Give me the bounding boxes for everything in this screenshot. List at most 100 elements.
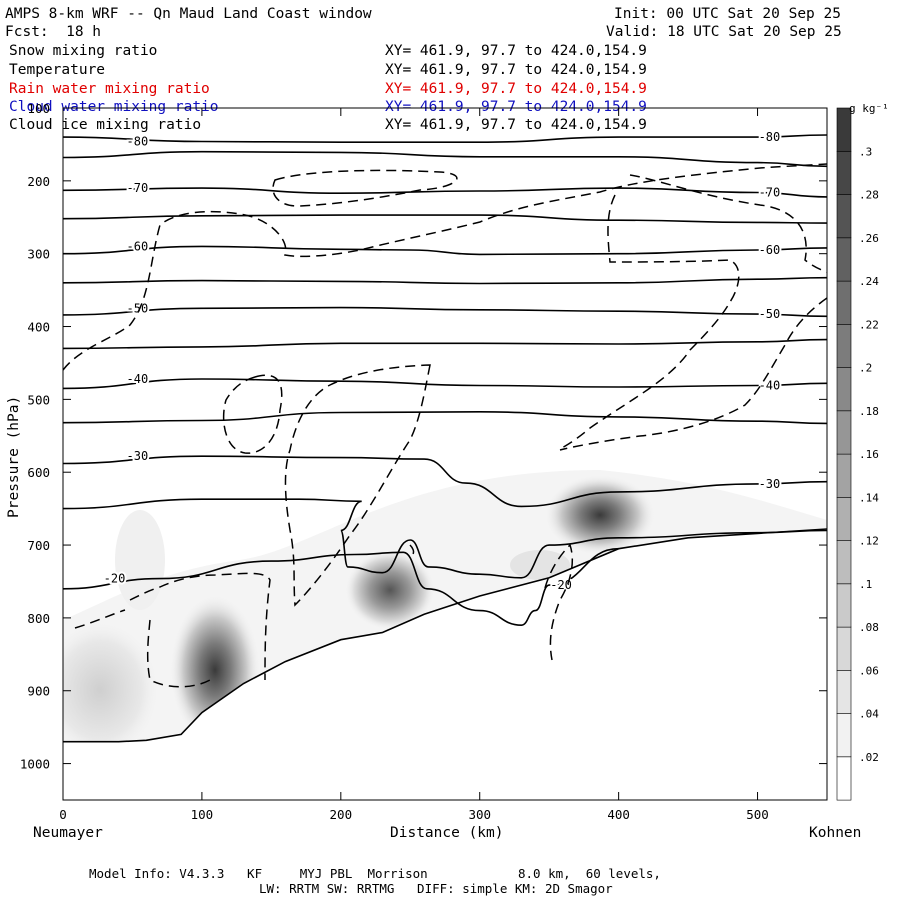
chart-title: AMPS 8-km WRF -- Qn Maud Land Coast wind… — [5, 6, 372, 22]
temperature-contour — [63, 276, 827, 285]
x-tick-label: 0 — [59, 807, 67, 822]
field-xy-rain: XY= 461.9, 97.7 to 424.0,154.9 — [385, 81, 647, 97]
colorbar-swatch — [836, 367, 852, 412]
colorbar-swatch — [836, 583, 852, 628]
y-axis-ticks: 100 200 300 400 500 600 700 800 900 1000 — [20, 101, 827, 772]
contour-label: -50 — [759, 307, 781, 321]
colorbar-label: .28 — [859, 189, 879, 202]
colorbar-swatch — [836, 496, 852, 541]
temperature-contour — [63, 245, 827, 256]
model-info-line1: Model Info: V4.3.3 KF MYJ PBL Morrison 8… — [89, 866, 661, 881]
terrain-outline — [63, 528, 827, 743]
plot-frame — [62, 107, 828, 801]
temperature-contour — [63, 547, 619, 627]
colorbar-unit: g kg⁻¹ — [849, 102, 889, 115]
colorbar-label: .24 — [859, 275, 879, 288]
colorbar-label: .16 — [859, 448, 879, 461]
contour-label: -40 — [759, 379, 781, 393]
field-xy-temperature: XY= 461.9, 97.7 to 424.0,154.9 — [385, 62, 647, 78]
colorbar-swatch — [836, 410, 852, 455]
colorbar-label: .1 — [859, 578, 872, 591]
y-tick-label: 600 — [27, 465, 50, 480]
forecast-hour: Fcst: 18 h — [5, 24, 102, 40]
init-time: Init: 00 UTC Sat 20 Sep 25 — [614, 6, 841, 22]
colorbar-swatch — [836, 280, 852, 325]
colorbar-swatch — [836, 756, 852, 801]
x-axis-ticks: 0 100 200 300 400 500 — [59, 108, 769, 822]
temperature-contour — [63, 498, 827, 579]
colorbar-label: .26 — [859, 232, 879, 245]
y-tick-label: 1000 — [20, 757, 50, 772]
temperature-contour — [63, 455, 827, 508]
temperature-contour — [63, 306, 827, 318]
colorbar-swatch — [836, 713, 852, 758]
contour-label: -20 — [104, 572, 126, 586]
contour-label: -20 — [550, 578, 572, 592]
snow-mixing-ratio-shading — [63, 470, 827, 800]
y-tick-label: 400 — [27, 320, 50, 335]
field-label-snow: Snow mixing ratio — [9, 43, 158, 59]
colorbar-swatch — [836, 194, 852, 239]
temperature-contour — [63, 134, 827, 144]
field-xy-snow: XY= 461.9, 97.7 to 424.0,154.9 — [385, 43, 647, 59]
y-tick-label: 700 — [27, 538, 50, 553]
y-tick-label: 500 — [27, 392, 50, 407]
colorbar: .02 .04 .06 .08 .1 .12 .14 .16 .18 .2 .22 .24 .26 .28… — [836, 107, 879, 801]
x-tick-label: 300 — [468, 807, 491, 822]
temperature-contours — [63, 134, 827, 627]
x-tick-label: 100 — [191, 807, 214, 822]
contour-label: -60 — [759, 243, 781, 257]
colorbar-swatch — [836, 626, 852, 671]
contour-label: -40 — [127, 372, 149, 386]
y-axis-title: Pressure (hPa) — [6, 395, 22, 518]
colorbar-swatch — [836, 323, 852, 368]
left-endpoint-label: Neumayer — [33, 825, 103, 841]
contour-label: -30 — [759, 477, 781, 491]
temperature-contour — [63, 338, 827, 350]
temperature-contour — [63, 410, 827, 425]
x-tick-label: 500 — [746, 807, 769, 822]
temperature-contour — [63, 378, 827, 390]
contour-label: -80 — [127, 135, 149, 149]
y-tick-label: 900 — [27, 684, 50, 699]
temperature-contour-labels: -80 -80 -70 -70 -60 -60 -50 -50 -40 -40 -30 -30 -20 -… — [102, 128, 783, 594]
colorbar-label: .18 — [859, 405, 879, 418]
x-axis-title: Distance (km) — [390, 825, 504, 841]
colorbar-label: .04 — [859, 708, 879, 721]
contour-label: -70 — [127, 181, 149, 195]
contour-label: -60 — [127, 239, 149, 253]
field-label-rain: Rain water mixing ratio — [9, 81, 210, 97]
contour-label: -70 — [759, 185, 781, 199]
y-tick-label: 100 — [27, 101, 50, 116]
field-xy-cloud-water: XY= 461.9, 97.7 to 424.0,154.9 — [385, 99, 647, 115]
field-label-cloud-ice: Cloud ice mixing ratio — [9, 117, 202, 133]
colorbar-swatch — [836, 540, 852, 585]
field-xy-cloud-ice: XY= 461.9, 97.7 to 424.0,154.9 — [385, 117, 647, 133]
colorbar-swatch — [836, 453, 852, 498]
colorbar-label: .2 — [859, 362, 872, 375]
valid-time: Valid: 18 UTC Sat 20 Sep 25 — [606, 24, 842, 40]
colorbar-label: .22 — [859, 318, 879, 331]
contour-label: -50 — [127, 301, 149, 315]
y-tick-label: 300 — [27, 247, 50, 262]
temperature-contour — [63, 150, 827, 168]
field-label-cloud-water: Cloud water mixing ratio — [9, 99, 219, 115]
x-tick-label: 400 — [607, 807, 630, 822]
colorbar-swatch — [836, 107, 852, 152]
contour-label: -30 — [127, 449, 149, 463]
colorbar-label: .06 — [859, 664, 879, 677]
model-info-line2: LW: RRTM SW: RRTMG DIFF: simple KM: 2D S… — [259, 881, 613, 896]
right-endpoint-label: Kohnen — [809, 825, 862, 841]
colorbar-swatch — [836, 151, 852, 195]
colorbar-label: .08 — [859, 621, 879, 634]
colorbar-label: .02 — [859, 751, 879, 764]
x-tick-label: 200 — [330, 807, 353, 822]
colorbar-swatch — [836, 237, 852, 282]
cloud-ice-contours — [63, 163, 827, 688]
colorbar-label: .14 — [859, 491, 879, 504]
y-tick-label: 200 — [27, 174, 50, 189]
colorbar-label: .3 — [859, 145, 872, 158]
contour-label: -80 — [759, 130, 781, 144]
colorbar-swatch — [836, 669, 852, 714]
